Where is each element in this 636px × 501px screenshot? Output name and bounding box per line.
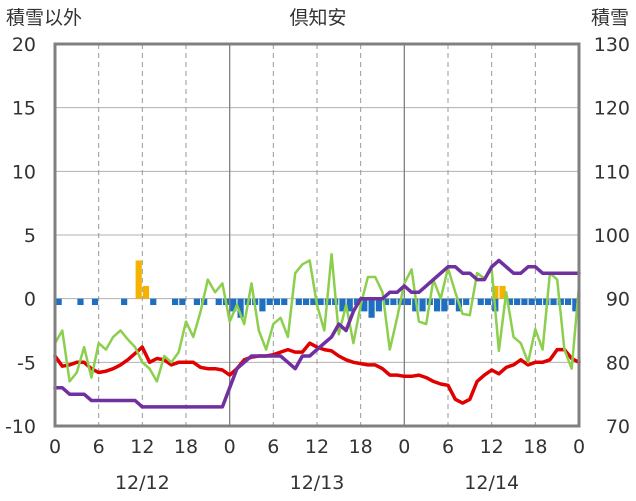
temperature-line — [53, 341, 581, 405]
sunshine-bar — [375, 298, 382, 312]
series-lines — [53, 252, 581, 409]
sunshine-bar — [564, 298, 572, 306]
sunshine-bar — [259, 298, 266, 312]
sunshine-bar — [310, 298, 317, 306]
left-tick-label: 10 — [12, 161, 36, 183]
plot-frame — [53, 42, 581, 428]
left-tick-label: 5 — [24, 225, 36, 247]
sunshine-bar — [91, 298, 99, 306]
sunshine-bar — [535, 298, 543, 306]
x-tick-label: 12 — [305, 436, 329, 458]
sunshine-bar — [361, 298, 368, 312]
sunshine-bar — [441, 298, 448, 312]
precip-bar — [142, 285, 150, 299]
sunshine-bar — [121, 298, 128, 306]
day-label: 12/12 — [115, 472, 170, 494]
sunshine-bar — [484, 298, 492, 306]
x-tick-label: 0 — [49, 436, 61, 458]
left-tick-label: 0 — [24, 289, 36, 311]
sunshine-bar — [383, 298, 390, 306]
snow_depth-line — [53, 258, 581, 409]
x-tick-label: 18 — [174, 436, 198, 458]
x-tick-label: 18 — [523, 436, 547, 458]
x-tick-label: 18 — [349, 436, 373, 458]
sunshine-bar — [302, 298, 310, 306]
sunshine-bar — [368, 298, 375, 318]
grid — [55, 43, 579, 427]
right-tick-label: 90 — [606, 289, 630, 311]
left-tick-label: -10 — [5, 416, 36, 438]
sunshine-bar — [150, 298, 157, 306]
left-tick-label: -5 — [17, 352, 36, 374]
precip-bar — [499, 285, 506, 299]
sunshine-bar — [179, 298, 186, 306]
sunshine-bar — [339, 298, 346, 312]
right-tick-label: 70 — [606, 416, 630, 438]
right-tick-label: 130 — [594, 34, 630, 56]
sunshine-bar — [193, 298, 201, 306]
left-tick-label: 20 — [12, 34, 36, 56]
x-tick-label: 0 — [224, 436, 236, 458]
day-label: 12/13 — [290, 472, 345, 494]
sunshine-bar — [317, 298, 324, 306]
sunshine-bar — [412, 298, 419, 312]
sunshine-bar — [266, 298, 273, 306]
chart-title: 倶知安 — [289, 7, 346, 29]
sunshine-bar — [404, 298, 412, 306]
x-tick-label: 0 — [398, 436, 410, 458]
sunshine-bar — [390, 298, 397, 306]
sunshine-bar — [215, 298, 222, 306]
sunshine-bar — [237, 298, 244, 318]
sunshine-bar — [273, 298, 281, 306]
x-tick-label: 6 — [93, 436, 105, 458]
sunshine-bar — [419, 298, 426, 312]
day-labels: 12/12 12/13 12/14 — [115, 472, 519, 494]
sunshine-bar — [550, 298, 557, 306]
sunshine-bar — [448, 298, 455, 306]
x-tick-label: 6 — [267, 436, 279, 458]
precip-bar — [135, 260, 142, 299]
left-axis-label: 積雪以外 — [6, 7, 82, 29]
sunshine-bar — [77, 298, 84, 306]
sunshine-bar — [572, 298, 579, 312]
x-tick-label: 12 — [130, 436, 154, 458]
right-tick-label: 100 — [594, 225, 630, 247]
sunshine-bar — [433, 298, 441, 312]
x-ticks: 0 6 12 18 0 6 12 18 0 6 12 18 0 — [49, 436, 585, 458]
sunshine-bar — [230, 298, 237, 312]
precip-bar — [492, 285, 499, 299]
x-tick-label: 0 — [573, 436, 585, 458]
x-tick-label: 12 — [480, 436, 504, 458]
sunshine-bar — [295, 298, 302, 306]
sunshine-bar — [521, 298, 528, 306]
right-tick-label: 110 — [594, 161, 630, 183]
sunshine-bar — [346, 298, 353, 312]
sunshine-bar — [171, 298, 179, 306]
sunshine-bar — [463, 298, 470, 306]
x-tick-label: 6 — [442, 436, 454, 458]
sunshine-bar — [55, 298, 62, 306]
sunshine-bar — [477, 298, 484, 306]
sunshine-bar — [281, 298, 288, 306]
sunshine-bar — [557, 298, 564, 306]
right-tick-label: 80 — [606, 352, 630, 374]
left-tick-label: 15 — [12, 98, 36, 120]
left-ticks: 20 15 10 5 0 -5 -10 — [5, 34, 36, 438]
sunshine-bar — [528, 298, 535, 306]
sunshine-bar — [514, 298, 521, 306]
right-ticks: 130 120 110 100 90 80 70 — [594, 34, 630, 438]
right-axis-label: 積雪 — [591, 7, 629, 29]
sunshine-bar — [201, 298, 208, 306]
sunshine-bar — [506, 298, 513, 306]
right-tick-label: 120 — [594, 98, 630, 120]
day-label: 12/14 — [464, 472, 519, 494]
